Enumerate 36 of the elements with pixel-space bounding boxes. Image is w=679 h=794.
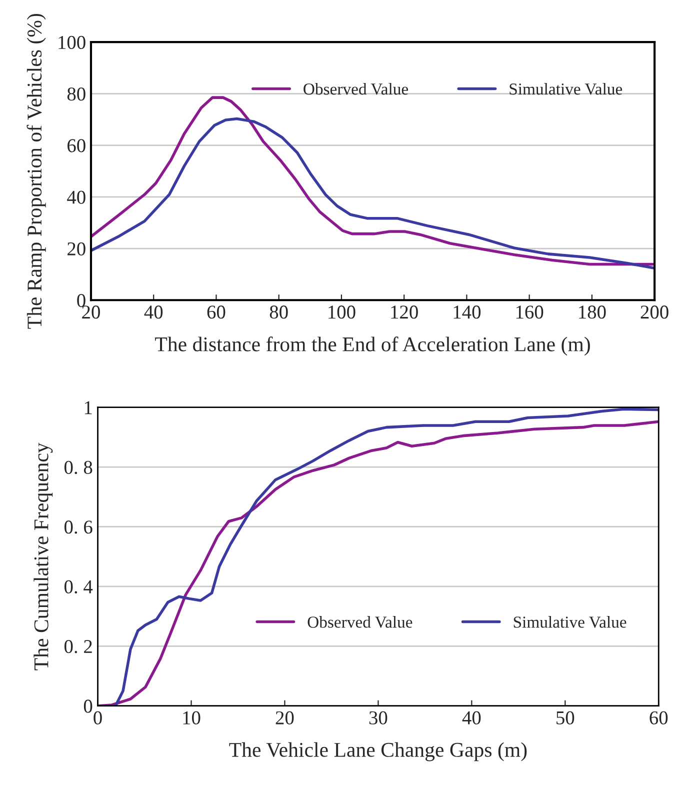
x-tick-label: 200 [640, 306, 668, 319]
y-axis-title: The Ramp Proportion of Vehicles (%) [26, 14, 46, 329]
legend-label: Observed Value [304, 82, 408, 95]
x-tick-label: 180 [579, 306, 606, 319]
x-tick-label: 40 [462, 711, 481, 724]
x-tick-label: 30 [369, 711, 388, 724]
x-tick-label: 50 [556, 711, 574, 724]
x-tick-label: 20 [276, 711, 294, 724]
y-tick-label: 40 [67, 190, 86, 204]
x-tick-label: 40 [144, 306, 163, 319]
y-tick-label: 0. 2 [64, 640, 92, 654]
legend-label: Simulative Value [514, 616, 626, 628]
y-tick-label: 80 [67, 88, 86, 101]
x-tick-label: 60 [207, 306, 226, 319]
y-tick-label: 0 [77, 294, 86, 308]
y-tick-label: 60 [68, 139, 86, 152]
x-tick-label: 120 [391, 306, 418, 319]
x-axis-title: The Vehicle Lane Change Gaps (m) [229, 742, 527, 762]
y-tick-label: 20 [68, 242, 86, 256]
y-axis-title: The Cumulative Frequency [34, 442, 53, 670]
y-tick-label: 1 [84, 401, 92, 414]
x-tick-label: 140 [454, 306, 481, 319]
y-tick-label: 100 [58, 36, 86, 50]
x-axis-title: The distance from the End of Acceleration Lane (m) [155, 336, 590, 356]
x-tick-label: 0 [94, 711, 102, 724]
y-tick-label: 0. 6 [64, 520, 92, 534]
x-tick-label: 60 [650, 711, 668, 724]
y-tick-label: 0. 8 [64, 460, 92, 474]
y-tick-label: 0. 4 [64, 580, 93, 594]
legend-label: Simulative Value [510, 82, 622, 95]
x-tick-label: 10 [183, 711, 200, 724]
x-tick-label: 160 [516, 306, 544, 319]
legend-label: Observed Value [308, 616, 412, 628]
x-tick-label: 100 [328, 306, 356, 319]
x-tick-label: 80 [270, 306, 288, 319]
y-tick-label: 0 [84, 700, 92, 713]
